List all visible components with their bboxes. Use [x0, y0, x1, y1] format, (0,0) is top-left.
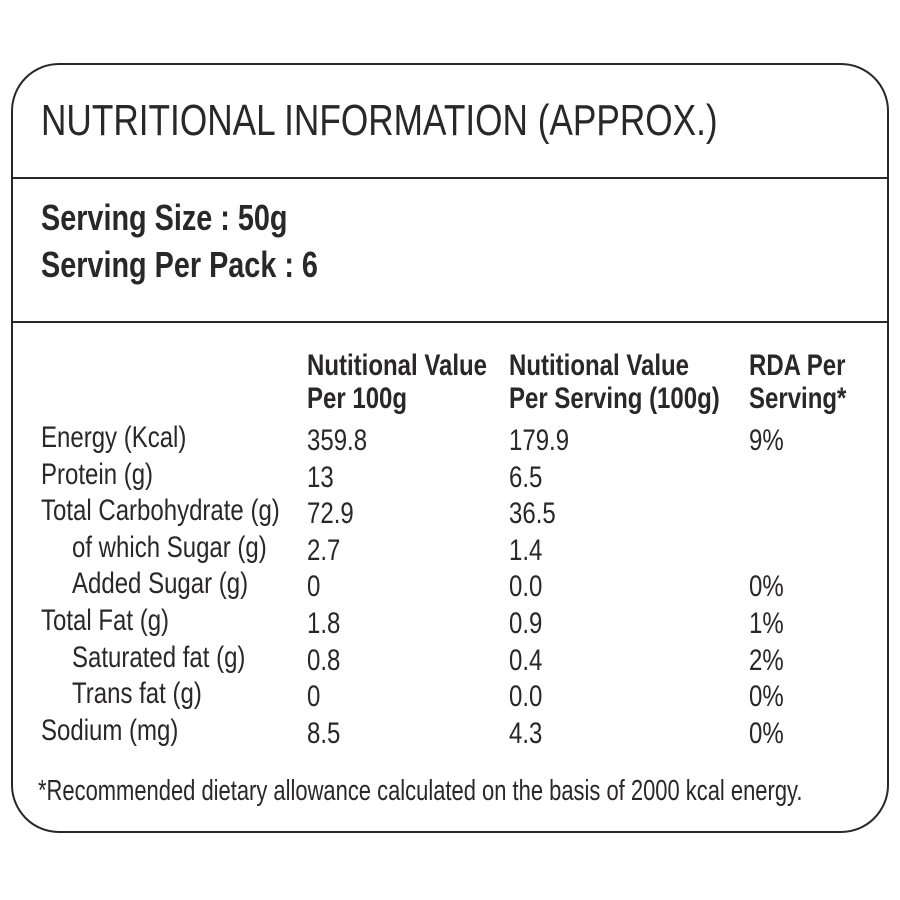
- row-rda-value: 2%: [749, 643, 784, 677]
- row-label: Protein (g): [41, 457, 154, 491]
- row-label: Total Carbohydrate (g): [41, 494, 280, 528]
- row-per-100g-value: 1.8: [307, 606, 341, 640]
- row-per-100g-value: 359.8: [307, 424, 368, 457]
- row-per-serving-value: 0.9: [509, 606, 543, 640]
- row-per-serving-value: 1.4: [509, 533, 543, 567]
- table-row-total-carbohydrate: Total Carbohydrate (g) 72.9 36.5: [41, 493, 871, 530]
- col-header-rda: RDA Per Serving*: [749, 349, 871, 415]
- col-header-per-100g-line2: Per 100g: [307, 382, 408, 415]
- row-per-serving-value: 4.3: [509, 716, 543, 750]
- col-header-per-serving-line1: Nutitional Value: [509, 349, 690, 382]
- row-per-100g-value: 0: [307, 570, 321, 604]
- row-rda-value: 0%: [749, 570, 784, 604]
- row-per-serving-value: 179.9: [509, 424, 570, 457]
- row-label: Sodium (mg): [41, 713, 179, 747]
- row-per-100g-value: 13: [307, 460, 334, 494]
- title-section: NUTRITIONAL INFORMATION (APPROX.): [13, 65, 887, 179]
- table-row-sodium: Sodium (mg) 8.5 4.3 0%: [41, 713, 871, 750]
- col-header-per-serving-line2: Per Serving (100g): [509, 382, 720, 415]
- table-row-of-which-sugar: of which Sugar (g) 2.7 1.4: [41, 530, 871, 567]
- serving-section: Serving Size : 50g Serving Per Pack : 6: [13, 179, 887, 323]
- table-row-energy: Energy (Kcal) 359.8 179.9 9%: [41, 420, 871, 457]
- row-per-serving-value: 0.0: [509, 570, 543, 604]
- nutrition-label: NUTRITIONAL INFORMATION (APPROX.) Servin…: [11, 63, 889, 833]
- row-label: Trans fat (g): [72, 677, 202, 711]
- rda-footnote: *Recommended dietary allowance calculate…: [38, 775, 900, 808]
- row-per-serving-value: 6.5: [509, 460, 543, 494]
- col-header-rda-line2: Serving*: [749, 382, 847, 415]
- table-row-total-fat: Total Fat (g) 1.8 0.9 1%: [41, 603, 871, 640]
- serving-per-pack-line: Serving Per Pack : 6: [41, 244, 318, 285]
- nutrition-table: Nutitional Value Per 100g Nutitional Val…: [41, 349, 871, 750]
- row-label: of which Sugar (g): [72, 530, 267, 564]
- col-header-rda-line1: RDA Per: [749, 349, 846, 382]
- table-row-protein: Protein (g) 13 6.5: [41, 457, 871, 494]
- row-per-100g-value: 72.9: [307, 497, 354, 531]
- table-section: Nutitional Value Per 100g Nutitional Val…: [13, 323, 887, 829]
- row-per-100g-value: 0: [307, 680, 321, 714]
- row-rda-value: 0%: [749, 716, 784, 750]
- row-rda-value: 9%: [749, 424, 784, 457]
- header-spacer: [41, 349, 307, 415]
- table-row-saturated-fat: Saturated fat (g) 0.8 0.4 2%: [41, 640, 871, 677]
- row-label: Added Sugar (g): [72, 567, 249, 601]
- row-label: Total Fat (g): [41, 603, 170, 637]
- table-row-trans-fat: Trans fat (g) 0 0.0 0%: [41, 676, 871, 713]
- row-label: Saturated fat (g): [72, 640, 246, 674]
- table-body: Energy (Kcal) 359.8 179.9 9% Protein (g)…: [41, 420, 871, 750]
- col-header-per-100g-line1: Nutitional Value: [307, 349, 488, 382]
- row-per-100g-value: 2.7: [307, 533, 341, 567]
- row-per-serving-value: 0.4: [509, 643, 543, 677]
- col-header-per-100g: Nutitional Value Per 100g: [307, 349, 509, 415]
- table-row-added-sugar: Added Sugar (g) 0 0.0 0%: [41, 566, 871, 603]
- row-per-100g-value: 0.8: [307, 643, 341, 677]
- serving-size-line: Serving Size : 50g: [41, 197, 288, 238]
- page-title: NUTRITIONAL INFORMATION (APPROX.): [41, 96, 718, 145]
- table-header-row: Nutitional Value Per 100g Nutitional Val…: [41, 349, 871, 415]
- row-label: Energy (Kcal): [41, 421, 187, 454]
- row-per-serving-value: 0.0: [509, 680, 543, 714]
- rda-footnote-text: *Recommended dietary allowance calculate…: [38, 775, 803, 807]
- col-header-per-serving: Nutitional Value Per Serving (100g): [509, 349, 749, 415]
- row-per-100g-value: 8.5: [307, 716, 341, 750]
- row-rda-value: 0%: [749, 680, 784, 714]
- row-rda-value: 1%: [749, 606, 784, 640]
- row-per-serving-value: 36.5: [509, 497, 556, 531]
